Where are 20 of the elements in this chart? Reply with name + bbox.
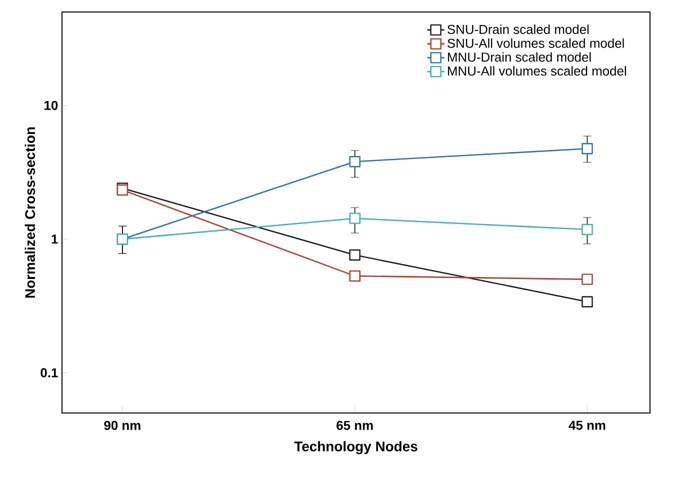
x-tick-label: 90 nm xyxy=(104,420,140,430)
legend-label: SNU-Drain scaled model xyxy=(448,24,589,34)
point xyxy=(582,296,593,308)
x-tick-label: 45 nm xyxy=(568,420,606,430)
point xyxy=(582,224,593,236)
point xyxy=(349,270,360,282)
point xyxy=(582,274,593,285)
x-tick-label: 65 nm xyxy=(336,420,373,430)
y-tick-label: 1 xyxy=(52,234,58,244)
legend-label: MNU-Drain scaled model xyxy=(448,52,591,62)
x-axis-title: Technology Nodes xyxy=(294,441,418,454)
y-tick-label: 0.1 xyxy=(40,368,58,378)
y-axis-title: Normalized Cross-section xyxy=(24,127,36,298)
y-tick-label: 10 xyxy=(44,100,58,110)
point xyxy=(349,156,360,168)
point xyxy=(582,143,593,154)
legend-label: MNU-All volumes scaled model xyxy=(448,66,626,76)
point xyxy=(349,249,360,261)
point xyxy=(349,212,360,224)
legend-label: SNU-All volumes scaled model xyxy=(448,38,624,48)
